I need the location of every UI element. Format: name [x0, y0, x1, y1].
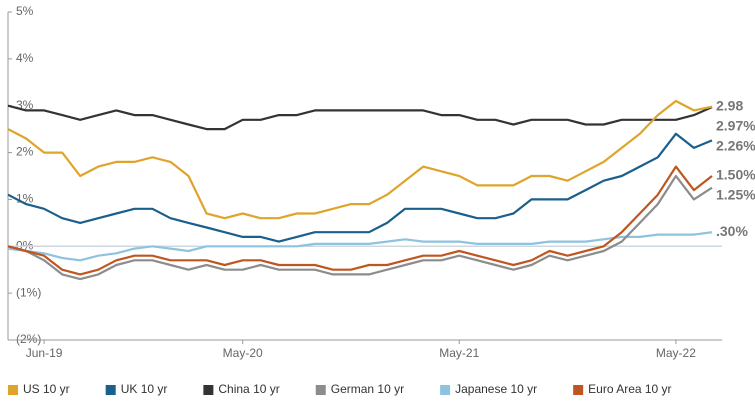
legend-label: China 10 yr [218, 382, 279, 396]
y-tick-label: 2% [16, 145, 34, 159]
series-line [7, 132, 713, 243]
series-line [7, 231, 713, 262]
y-tick-label: 5% [16, 4, 34, 18]
legend-label: UK 10 yr [121, 382, 168, 396]
legend-swatch [315, 385, 326, 395]
x-tick-label: May-20 [223, 346, 263, 360]
value-label: .30% [716, 223, 748, 239]
y-tick-label: (1%) [16, 285, 41, 299]
legend-label: Euro Area 10 yr [588, 382, 671, 396]
series-line [7, 104, 713, 131]
legend-swatch [8, 385, 18, 395]
legend-swatch [105, 385, 116, 395]
x-tick-label: May-22 [656, 346, 696, 360]
series-line [7, 174, 713, 281]
y-tick-label: (2%) [16, 332, 41, 346]
value-label: 2.26% [716, 137, 755, 153]
legend-swatch [440, 385, 451, 395]
x-tick-label: May-21 [439, 346, 479, 360]
legend-swatch [203, 385, 214, 395]
value-label: 1.25% [716, 187, 755, 203]
legend-label: German 10 yr [331, 382, 404, 396]
y-tick-label: 4% [16, 51, 34, 65]
value-label: 1.50% [716, 167, 755, 183]
legend-label: US 10 yr [23, 382, 70, 396]
value-label: 2.97% [716, 117, 755, 133]
series-line [7, 165, 713, 276]
value-label: 2.98 [716, 97, 743, 113]
legend-swatch [573, 385, 584, 395]
series-line [7, 99, 713, 220]
x-tick-label: Jun-19 [26, 346, 63, 360]
legend-label: Japanese 10 yr [455, 382, 537, 396]
